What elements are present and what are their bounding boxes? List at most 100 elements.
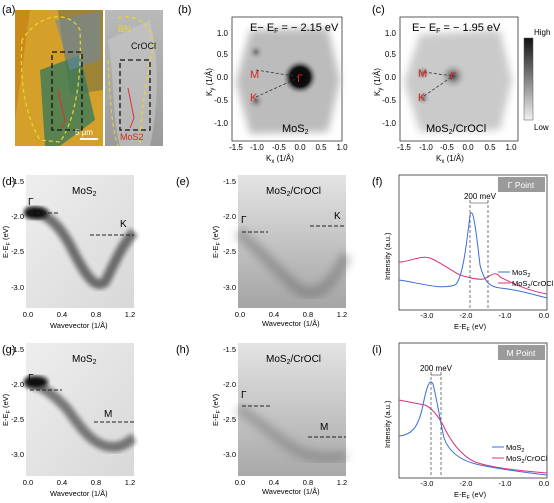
xtick: -1.0	[419, 143, 433, 152]
xlabel-c: Kx (1/Å)	[436, 154, 464, 165]
point-m-c: M	[418, 68, 427, 80]
title-d: MoS2	[72, 186, 97, 198]
ylabel-h: E-EF (eV)	[211, 393, 222, 426]
xtick: 0.5	[484, 143, 496, 152]
colorbar-high: High	[534, 28, 550, 37]
series-mos2	[398, 381, 548, 476]
axis-h: -1.5 -2.0 -2.5 -3.0 0.0 0.4 0.8 1.2 E-EF…	[211, 345, 347, 496]
optical-image: 5 μm	[15, 10, 103, 146]
ytick: -2.5	[223, 415, 236, 424]
xtick: -0.5	[272, 143, 286, 152]
xtick: 1.0	[505, 143, 517, 152]
xtick: 1.2	[125, 478, 135, 487]
xtick: -2.0	[460, 311, 473, 320]
panel-label-i: (i)	[372, 344, 382, 356]
panel-label-f: (f)	[372, 176, 382, 188]
xtick: 0.0	[539, 479, 549, 488]
xtick: 0.4	[269, 310, 279, 319]
band-map-d: MoS2 Γ K	[24, 175, 138, 308]
xtick: -0.5	[440, 143, 454, 152]
ytick: -1.5	[11, 345, 24, 354]
point-gamma-b: Γ	[297, 73, 303, 85]
point-badge-f: Γ Point	[508, 180, 535, 190]
point-gamma-h: Γ	[241, 390, 247, 401]
xtick: -1.0	[250, 143, 264, 152]
xtick: 0.8	[303, 310, 313, 319]
ytick: -1.0	[382, 119, 396, 128]
point-k-b: K	[250, 92, 258, 104]
xtick: 0.0	[539, 311, 549, 320]
ylabel-b: Ky (1/Å)	[205, 68, 216, 96]
xtick: 0.8	[303, 478, 313, 487]
xlabel-i: E-EF (eV)	[454, 490, 487, 501]
arpes-map-b: M K Γ E− EF = − 2.15 eV MoS2	[231, 16, 343, 142]
label-crocl: CrOCl	[131, 41, 156, 51]
xtick: -3.0	[421, 479, 434, 488]
xtick: 1.2	[125, 310, 135, 319]
xtick: -1.0	[499, 311, 512, 320]
xtick: 0.4	[57, 478, 67, 487]
xlabel-g: Wavevector (1/Å)	[50, 489, 108, 498]
axis-c: 1.0 0.5 0.0 -0.5 -1.0 -1.5 -1.0 -0.5 0.0…	[373, 29, 517, 165]
xtick: -2.0	[460, 479, 473, 488]
xlabel-h: Wavevector (1/Å)	[262, 487, 320, 496]
ylabel-c: Ky (1/Å)	[373, 68, 384, 96]
ytick: -3.0	[223, 283, 236, 292]
panel-label-e: (e)	[176, 176, 189, 188]
ytick: 0.0	[217, 73, 229, 82]
ytick: -1.5	[11, 177, 24, 186]
ytick: -2.5	[11, 247, 24, 256]
xtick: -1.0	[499, 479, 512, 488]
ylabel-f: Intensity (a.u.)	[383, 232, 392, 280]
ytick: 0.5	[217, 50, 229, 59]
ytick: -0.5	[214, 96, 228, 105]
xtick: 1.2	[337, 310, 347, 319]
colorbar-low: Low	[534, 123, 549, 132]
energy-b: E− EF = − 2.15 eV	[250, 22, 339, 35]
ylabel-d: E-EF (eV)	[1, 225, 12, 258]
ytick: -1.5	[223, 177, 236, 186]
colorbar: High Low	[523, 28, 550, 132]
series-mos2-crocl	[398, 399, 548, 474]
edc-plot-f: Γ Point 200 meV MoS2 MoS2/CrOCl	[398, 174, 554, 311]
ytick: -2.0	[11, 380, 24, 389]
axis-d: -1.5 -2.0 -2.5 -3.0 0.0 0.4 0.8 1.2 E-EF…	[1, 177, 135, 330]
point-gamma-e: Γ	[241, 215, 247, 226]
point-m-b: M	[250, 69, 259, 81]
scale-bar-label: 5 μm	[75, 128, 93, 137]
point-k-c: K	[418, 92, 426, 104]
ytick: -0.5	[382, 96, 396, 105]
material-b: MoS2	[282, 123, 309, 136]
legend-mos2-i: MoS2	[506, 443, 524, 454]
ytick: -1.5	[223, 345, 236, 354]
legend-mos2-f: MoS2	[512, 268, 530, 279]
ytick: 0.0	[385, 73, 397, 82]
xtick: 0.0	[462, 143, 474, 152]
xtick: 0.0	[23, 310, 33, 319]
sem-image: BN CrOCl MoS2	[105, 10, 163, 147]
ytick: -1.0	[214, 119, 228, 128]
xtick: 0.8	[91, 310, 101, 319]
legend-mos2-crocl-f: MoS2/CrOCl	[512, 279, 554, 290]
ylabel-g: E-EF (eV)	[1, 393, 12, 426]
panel-label-d: (d)	[2, 176, 15, 188]
band-map-e: MoS2/CrOCl Γ K	[234, 175, 352, 308]
series-mos2-crocl	[398, 256, 548, 295]
band-map-g: MoS2 Γ M	[24, 343, 137, 476]
ytick: -2.0	[11, 212, 24, 221]
ytick: -3.0	[11, 450, 24, 459]
axis-b: 1.0 0.5 0.0 -0.5 -1.0 -1.5 -1.0 -0.5 0.0…	[205, 29, 348, 165]
legend-mos2-crocl-i: MoS2/CrOCl	[506, 454, 548, 465]
xlabel-f: E-EF (eV)	[454, 322, 487, 333]
xtick: 0.5	[315, 143, 327, 152]
axis-g: -1.5 -2.0 -2.5 -3.0 0.0 0.4 0.8 1.2 E-EF…	[1, 345, 135, 498]
point-gamma-c: Γ	[450, 71, 456, 83]
xtick: 0.0	[23, 478, 33, 487]
ylabel-e: E-EF (eV)	[211, 225, 222, 258]
ytick: -2.0	[223, 380, 236, 389]
panel-label-g: (g)	[2, 344, 15, 356]
ytick: -2.5	[223, 247, 236, 256]
label-mos2: MoS2	[120, 132, 144, 142]
axis-e: -1.5 -2.0 -2.5 -3.0 0.0 0.4 0.8 1.2 E-EF…	[211, 177, 347, 328]
